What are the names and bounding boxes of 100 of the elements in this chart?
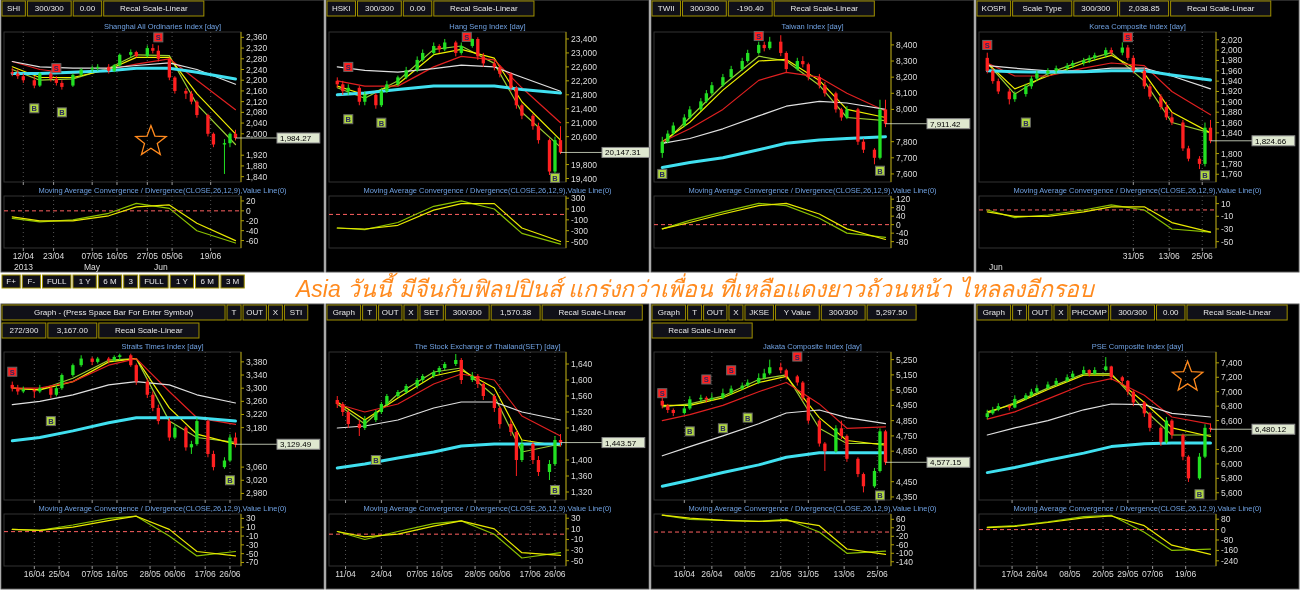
y-tick-label: 1,520 <box>571 407 593 417</box>
candlestick <box>1159 425 1163 447</box>
text: Recal Scale-Linear <box>115 326 184 336</box>
y-tick-label: -10 <box>1221 211 1234 222</box>
line-series <box>661 409 887 457</box>
y-tick-label: 1,860 <box>1221 117 1243 128</box>
y-tick-label: 3,260 <box>246 396 268 407</box>
text: FULL <box>46 277 68 287</box>
y-tick-label: 8,200 <box>896 72 918 83</box>
annotation: 20,147.31 <box>605 148 642 158</box>
text: OUT <box>381 308 399 318</box>
y-tick-label: 7,000 <box>1221 386 1243 397</box>
y-tick-label: 4,450 <box>896 476 918 487</box>
candlestick <box>536 455 541 477</box>
candlestick <box>167 417 172 442</box>
y-tick-label: 60 <box>896 514 906 525</box>
x-tick-label: 13/06 <box>1158 251 1181 261</box>
text: 0.00 <box>409 4 426 14</box>
line-series <box>10 416 237 443</box>
y-tick-label: -80 <box>1221 535 1234 545</box>
text: 3,167.00 <box>56 326 89 336</box>
y-tick-label: 5,050 <box>896 385 918 396</box>
y-tick-label: 19,800 <box>571 159 598 170</box>
text: OUT <box>706 308 724 318</box>
y-tick-label: 2,320 <box>246 43 268 54</box>
candlestick <box>1170 418 1174 440</box>
y-tick-label: 2,020 <box>1221 34 1243 45</box>
text: Recal Scale-Linear <box>1186 4 1255 14</box>
x-tick-label: 12/04 <box>12 251 35 261</box>
y-tick-label: -50 <box>571 555 584 566</box>
x-tick-label: 26/06 <box>544 569 566 579</box>
text: TWII <box>657 4 675 14</box>
y-tick-label: 4,650 <box>896 446 918 457</box>
text: Graph <box>982 308 1005 318</box>
x-tick-label: 26/04 <box>1026 569 1048 579</box>
y-tick-label: 21,800 <box>571 89 598 100</box>
candlestick <box>1131 54 1135 74</box>
y-tick-label: 5,600 <box>1221 487 1243 498</box>
y-tick-label: 2,000 <box>1221 45 1243 56</box>
x-tick-label: 26/04 <box>701 569 723 579</box>
y-tick-label: 300 <box>571 193 586 204</box>
text: 0.00 <box>79 4 96 14</box>
y-tick-label: -10 <box>571 534 584 545</box>
annotation: 3,129.49 <box>280 440 312 450</box>
y-tick-label: 8,400 <box>896 39 918 50</box>
text: PHCOMP <box>1071 308 1107 318</box>
y-tick-label: 1,840 <box>1221 127 1243 138</box>
x-tick-label: 26/06 <box>219 569 241 579</box>
x-tick-label: 07/06 <box>1141 569 1164 579</box>
y-tick-label: 6,200 <box>1221 444 1243 455</box>
annotation: 6,480.12 <box>1255 425 1287 435</box>
y-tick-label: 1,480 <box>571 423 593 433</box>
candlestick <box>721 388 725 400</box>
y-tick-label: 30 <box>571 513 581 524</box>
y-tick-label: 6,600 <box>1221 415 1243 426</box>
y-tick-label: -30 <box>1221 223 1234 234</box>
y-tick-label: 2,000 <box>246 128 268 139</box>
y-tick-label: 20 <box>246 195 256 206</box>
y-tick-label: 2,980 <box>246 488 268 499</box>
y-tick-label: 1,560 <box>571 391 593 401</box>
text: 300/300 <box>1081 4 1111 14</box>
text: 272/300 <box>9 326 39 336</box>
x-tick-label: 17/06 <box>519 569 542 579</box>
text: 0.00 <box>1162 308 1180 318</box>
text: Recal Scale-Linear <box>668 326 737 336</box>
text: FULL <box>144 277 165 287</box>
text: 300/300 <box>689 4 720 14</box>
candlestick <box>985 52 989 74</box>
text: T <box>692 308 698 318</box>
y-tick-label: 4,850 <box>896 415 918 426</box>
y-tick-label: 1,920 <box>1221 86 1243 97</box>
candlestick <box>396 389 400 399</box>
text: 2,038.85 <box>1128 4 1161 14</box>
x-tick-label: 11/04 <box>335 569 357 579</box>
y-tick-label: 7,200 <box>1221 372 1243 383</box>
y-tick-label: 0 <box>896 219 901 230</box>
y-tick-label: 7,600 <box>896 168 918 179</box>
text: 300/300 <box>828 308 859 318</box>
candlestick <box>834 424 838 454</box>
text: KOSPI <box>981 4 1007 14</box>
candlestick <box>459 357 463 385</box>
y-tick-label: -40 <box>246 225 259 236</box>
candlestick <box>520 439 524 463</box>
y-tick-label: 1,800 <box>1221 148 1243 159</box>
text: 300/300 <box>1118 308 1148 318</box>
x-tick-label: 17/06 <box>194 569 217 579</box>
x-tick-label: 08/05 <box>734 569 756 579</box>
text: 6 M <box>200 277 215 287</box>
y-tick-label: -30 <box>571 545 584 556</box>
line-series <box>335 442 562 470</box>
text: Recal Scale-Linear <box>1203 308 1272 318</box>
text: Recal Scale-Linear <box>450 4 519 14</box>
candlestick <box>823 81 827 98</box>
candlestick <box>134 363 138 386</box>
text: Jun <box>154 262 168 272</box>
text: 1 Y <box>175 277 189 287</box>
annotation: 1,984.27 <box>280 134 312 143</box>
text: 1 Y <box>78 277 92 287</box>
y-tick-label: 40 <box>896 211 906 222</box>
y-tick-label: 23,400 <box>571 33 598 44</box>
